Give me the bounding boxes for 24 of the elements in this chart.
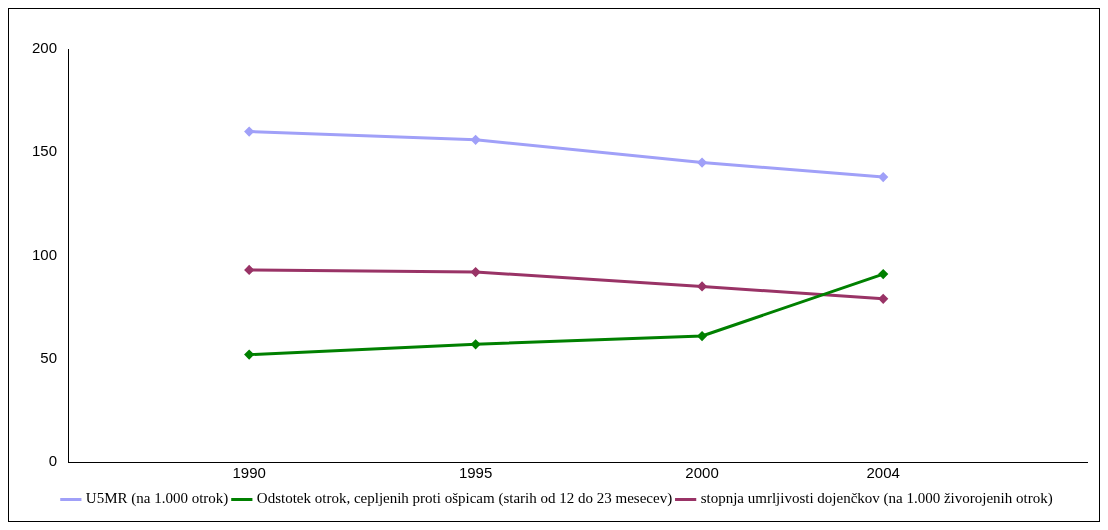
y-tick-label: 200 xyxy=(32,39,58,57)
x-tick-label: 1990 xyxy=(232,464,266,482)
legend-label: stopnja umrljivosti dojenčkov (na 1.000 živorojenih otrok) xyxy=(700,490,1053,508)
x-tick-label: 1995 xyxy=(458,464,493,482)
point xyxy=(244,265,254,275)
point xyxy=(878,172,888,182)
point xyxy=(471,135,481,145)
y-tick-label: 50 xyxy=(40,348,58,366)
point xyxy=(244,127,254,137)
point xyxy=(697,158,707,168)
x-tick-label: 2000 xyxy=(685,464,719,482)
point xyxy=(878,269,888,279)
point xyxy=(878,294,888,304)
x-tick-label: 2004 xyxy=(866,464,900,482)
legend-label: Odstotek otrok, cepljenih proti ošpicam (starih od 12 do 23 mesecev) xyxy=(256,490,673,508)
point xyxy=(244,350,254,360)
y-tick-label: 150 xyxy=(32,142,58,160)
point xyxy=(697,331,707,341)
point xyxy=(697,281,707,291)
y-tick-label: 0 xyxy=(48,452,58,470)
point xyxy=(471,267,481,277)
point xyxy=(471,339,481,349)
y-tick-label: 100 xyxy=(32,245,58,263)
legend-label: U5MR (na 1.000 otrok) xyxy=(85,490,229,508)
